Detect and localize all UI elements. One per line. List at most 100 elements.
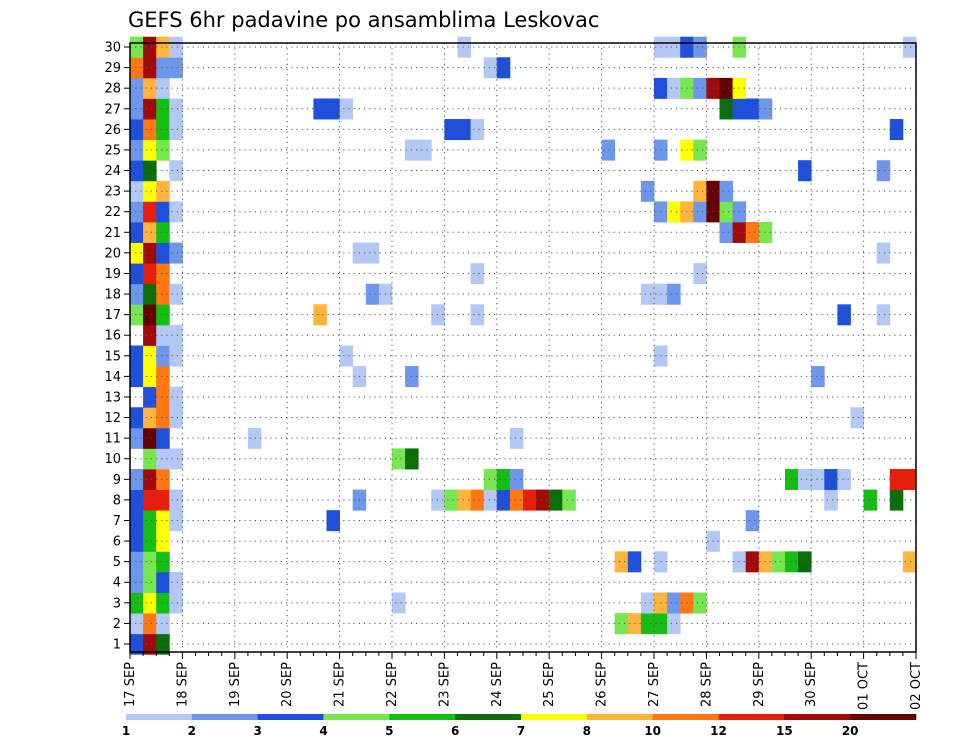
precip-cell: [156, 221, 170, 243]
y-tick-label: 1: [113, 638, 121, 653]
precip-cell: [156, 345, 170, 367]
precip-cell: [143, 201, 157, 223]
y-tick-label: 5: [113, 555, 121, 570]
y-tick-label: 16: [104, 329, 121, 344]
precip-cell: [169, 283, 183, 305]
precip-cell: [143, 324, 157, 346]
precip-cell: [719, 180, 733, 202]
precip-cell: [143, 613, 157, 635]
precip-cell: [156, 592, 170, 614]
y-tick-label: 26: [104, 123, 121, 138]
precip-cell: [169, 98, 183, 120]
precip-cell: [130, 263, 144, 285]
precip-cell: [143, 36, 157, 58]
precip-cell: [130, 633, 144, 655]
precip-cell: [143, 448, 157, 470]
precip-cell: [143, 263, 157, 285]
x-tick-label: 28 SEP: [699, 662, 714, 707]
precip-cell: [667, 36, 681, 58]
precip-cell: [889, 469, 904, 491]
y-tick-label: 7: [113, 514, 121, 529]
y-tick-label: 14: [104, 370, 121, 385]
y-tick-label: 17: [104, 308, 121, 323]
precip-cell: [470, 119, 485, 141]
precip-cell: [156, 571, 170, 593]
y-tick-label: 10: [104, 452, 121, 467]
colorbar-label: 10: [644, 724, 661, 738]
precip-cell: [130, 345, 144, 367]
precip-cell: [130, 407, 144, 429]
precip-cell: [889, 489, 904, 511]
precip-cell: [719, 98, 733, 120]
precip-cell: [863, 489, 878, 511]
y-tick-label: 15: [104, 349, 121, 364]
precip-cell: [667, 283, 681, 305]
y-tick-label: 29: [104, 61, 121, 76]
precip-cell: [745, 551, 760, 573]
precip-cell: [156, 283, 170, 305]
colorbar-swatch: [652, 714, 719, 720]
precip-cell: [444, 489, 458, 511]
precip-cell: [339, 345, 354, 367]
precip-cell: [313, 304, 327, 326]
precip-cell: [130, 283, 144, 305]
x-tick-label: 01 OCT: [857, 662, 872, 710]
precip-cell: [130, 551, 144, 573]
precip-cell: [143, 57, 157, 79]
precip-cell: [496, 57, 511, 79]
x-tick-label: 25 SEP: [542, 662, 557, 707]
y-tick-label: 3: [113, 596, 121, 611]
colorbar-label: 3: [253, 724, 261, 738]
precip-cell: [130, 510, 144, 532]
precip-cell: [143, 633, 157, 655]
precip-cell: [902, 551, 917, 573]
colorbar-swatch: [521, 714, 588, 720]
precip-cell: [143, 366, 157, 388]
precip-cell: [130, 613, 144, 635]
grid-lines: [130, 43, 917, 652]
precip-cell: [143, 180, 157, 202]
precip-cell: [143, 242, 157, 264]
colorbar-swatch: [455, 714, 522, 720]
precip-cell: [785, 551, 799, 573]
precip-cell: [143, 386, 157, 408]
precip-cell: [457, 119, 471, 141]
colorbar-label: 8: [583, 724, 591, 738]
precip-cell: [130, 139, 144, 161]
precip-cell: [169, 489, 183, 511]
precip-cell: [130, 119, 144, 141]
precip-cell: [143, 489, 157, 511]
precip-cell: [169, 160, 183, 182]
y-tick-label: 30: [104, 41, 121, 56]
precip-cell: [798, 469, 812, 491]
precip-cell: [169, 592, 183, 614]
precip-cell: [169, 407, 183, 429]
colorbar-label: 6: [451, 724, 459, 738]
precip-cell: [902, 469, 917, 491]
colorbar-swatch: [323, 714, 390, 720]
precip-cell: [169, 386, 183, 408]
precip-cell: [130, 530, 144, 552]
colorbar-label: 2: [188, 724, 196, 738]
precip-cell: [457, 36, 471, 58]
precip-cells: [130, 36, 917, 655]
precip-cell: [143, 510, 157, 532]
precip-cell: [156, 263, 170, 285]
precip-cell: [130, 242, 144, 264]
colorbar-label: 20: [842, 724, 859, 738]
y-axis: 1234567891011121314151617181920212223242…: [104, 41, 130, 653]
precip-cell: [156, 633, 170, 655]
precip-cell: [156, 98, 170, 120]
precip-cell: [902, 36, 917, 58]
precip-cell: [130, 98, 144, 120]
y-tick-label: 11: [104, 432, 121, 447]
precip-cell: [470, 263, 485, 285]
y-tick-label: 19: [104, 267, 121, 282]
x-tick-label: 20 SEP: [280, 662, 295, 707]
precip-cell: [601, 139, 616, 161]
precip-cell: [156, 427, 170, 449]
precip-cell: [523, 489, 537, 511]
precip-cell: [156, 366, 170, 388]
x-tick-label: 17 SEP: [123, 662, 138, 707]
precip-cell: [496, 469, 511, 491]
